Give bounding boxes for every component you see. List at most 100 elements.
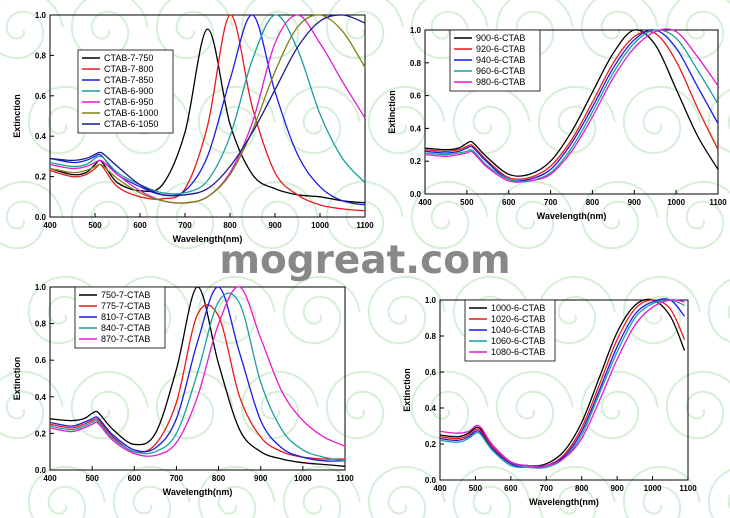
chart-panel-top-left: 400 500 600 700 800 900 1000 1100 0.0 0.2 0.4 0.6 0.… <box>0 0 380 255</box>
legend-label: 940-6-CTAB <box>476 55 525 65</box>
swirl-decoration <box>452 85 531 155</box>
x-tick-label: 900 <box>268 221 282 230</box>
swirl-decoration <box>325 0 404 60</box>
swirl-decoration <box>580 370 659 440</box>
swirl-decoration <box>495 370 574 440</box>
x-tick-label: 1000 <box>667 198 685 207</box>
swirl-decoration <box>707 89 730 153</box>
swirl-decoration <box>537 85 616 155</box>
x-tick-label: 1100 <box>336 474 354 483</box>
series-line-CTAB-6-900 <box>49 14 366 195</box>
series-line-980-6-CTAB <box>424 28 719 183</box>
swirl-decoration <box>580 180 659 250</box>
y-tick-label: 0.8 <box>425 332 437 341</box>
swirl-decoration <box>70 180 149 250</box>
legend-label: 920-6-CTAB <box>476 44 525 54</box>
y-tick-label: 0.6 <box>35 356 47 365</box>
swirl-decoration <box>622 275 701 345</box>
swirl-decoration <box>367 275 446 345</box>
x-tick-label: 400 <box>418 198 432 207</box>
series-line-CTAB-6-1050 <box>49 14 366 197</box>
legend-label: CTAB-6-1050 <box>104 119 158 129</box>
swirl-decoration <box>112 465 191 518</box>
x-tick-label: 1100 <box>356 221 374 230</box>
y-tick-label: 0.8 <box>35 320 47 329</box>
swirl-decoration <box>240 180 319 250</box>
y-axis-label: Extinction <box>12 357 22 401</box>
y-tick-label: 0.0 <box>425 476 437 485</box>
swirl-decoration <box>282 275 361 345</box>
series-line-775-7-CTAB <box>49 304 346 460</box>
series-line-1080-6-CTAB <box>439 299 685 467</box>
legend-label: 775-7-CTAB <box>101 301 150 311</box>
chart-svg: 400 500 600 700 800 900 1000 1100 0.0 0.2 0.4 0.6 0.… <box>402 296 697 507</box>
legend-label: CTAB-7-800 <box>104 64 153 74</box>
y-tick-label: 0.6 <box>410 92 422 101</box>
y-axis-label: Extinction <box>387 90 397 134</box>
legend-label: CTAB-6-900 <box>104 86 153 96</box>
x-tick-label: 600 <box>133 221 147 230</box>
swirl-decoration <box>665 180 730 250</box>
swirl-decoration <box>707 279 730 343</box>
x-axis-label: Wavelength(nm) <box>173 234 243 244</box>
chart-svg: 400 500 600 700 800 900 1000 1100 0.0 0.2 0.4 0.6 0.… <box>12 11 374 244</box>
y-tick-label: 0.4 <box>425 404 437 413</box>
plot-frame <box>439 299 689 481</box>
x-tick-label: 900 <box>628 198 642 207</box>
y-tick-label: 1.0 <box>410 26 422 35</box>
swirl-decoration <box>367 465 446 518</box>
x-tick-label: 600 <box>504 484 518 493</box>
x-tick-label: 800 <box>212 474 226 483</box>
chart-panel-bottom-left: 400 500 600 700 800 900 1000 1100 0.0 0.2 0.4 0.6 0.… <box>0 260 380 518</box>
x-tick-label: 600 <box>128 474 142 483</box>
swirl-decoration <box>537 465 616 518</box>
legend-label: CTAB-7-750 <box>104 53 153 63</box>
y-tick-label: 0.0 <box>35 213 47 222</box>
swirl-decoration <box>240 370 319 440</box>
x-tick-label: 400 <box>433 484 447 493</box>
swirl-decoration <box>410 0 489 60</box>
swirl-decoration <box>622 465 701 518</box>
swirl-decoration <box>155 180 234 250</box>
series-line-840-7-CTAB <box>49 292 346 462</box>
y-tick-label: 0.6 <box>35 92 47 101</box>
y-tick-label: 0.4 <box>35 393 47 402</box>
x-axis-label: Wavelength(nm) <box>163 487 233 497</box>
y-axis-label: Extinction <box>12 94 22 138</box>
legend-label: 1020-6-CTAB <box>491 314 545 324</box>
swirl-decoration <box>197 275 276 345</box>
legend-label: 870-7-CTAB <box>101 334 150 344</box>
legend-label: 750-7-CTAB <box>101 290 150 300</box>
legend-label: 1040-6-CTAB <box>491 325 545 335</box>
y-tick-label: 0.8 <box>410 59 422 68</box>
legend-label: 1000-6-CTAB <box>491 303 545 313</box>
y-tick-label: 0.4 <box>410 124 422 133</box>
series-line-900-6-CTAB <box>424 29 719 177</box>
x-tick-label: 700 <box>170 474 184 483</box>
x-tick-label: 500 <box>460 198 474 207</box>
y-tick-label: 0.8 <box>35 51 47 60</box>
swirl-decoration <box>197 465 276 518</box>
x-axis-label: Wavelength(nm) <box>529 497 599 507</box>
chart-panel-top-right: 400 500 600 700 800 900 1000 1100 0.0 0.2 0.4 0.6 0.… <box>385 0 730 255</box>
swirl-decoration <box>70 370 149 440</box>
x-tick-label: 700 <box>540 484 554 493</box>
x-tick-label: 500 <box>85 474 99 483</box>
swirl-decoration <box>240 0 319 60</box>
legend-label: 810-7-CTAB <box>101 312 150 322</box>
swirl-decoration <box>325 180 404 250</box>
legend-label: 1060-6-CTAB <box>491 336 545 346</box>
series-line-750-7-CTAB <box>49 286 346 467</box>
legend-label: 980-6-CTAB <box>476 77 525 87</box>
x-tick-label: 700 <box>544 198 558 207</box>
x-tick-label: 1000 <box>311 221 329 230</box>
legend-label: 960-6-CTAB <box>476 66 525 76</box>
y-tick-label: 0.0 <box>410 190 422 199</box>
watermark-text: mogreat.com <box>219 238 511 283</box>
y-tick-label: 0.2 <box>35 173 47 182</box>
x-tick-label: 1100 <box>709 198 727 207</box>
swirl-decoration <box>0 180 64 250</box>
x-tick-label: 800 <box>575 484 589 493</box>
legend-label: 840-7-CTAB <box>101 323 150 333</box>
swirl-decoration <box>665 370 730 440</box>
